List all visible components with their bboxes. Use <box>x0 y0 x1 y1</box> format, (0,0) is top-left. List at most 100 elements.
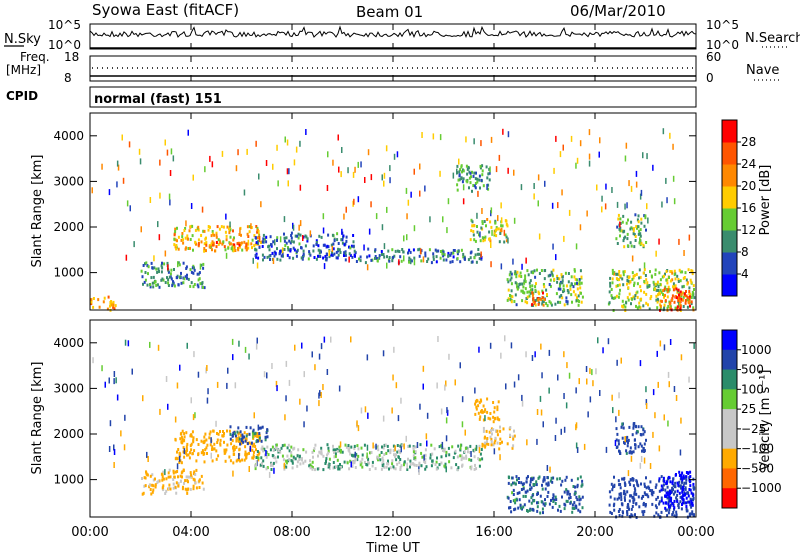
scatter-cell <box>467 446 469 450</box>
scatter-cell <box>231 434 234 438</box>
scatter-cell <box>112 303 115 307</box>
noise-cell <box>586 378 588 385</box>
scatter-cell <box>205 438 208 442</box>
scatter-cell <box>554 495 557 499</box>
noise-cell <box>645 399 648 406</box>
scatter-cell <box>420 451 423 455</box>
scatter-cell <box>635 425 637 429</box>
scatter-cell <box>183 229 186 232</box>
scatter-cell <box>538 272 541 275</box>
scatter-cell <box>435 260 438 264</box>
scatter-cell <box>687 471 690 475</box>
scatter-cell <box>495 226 498 230</box>
scatter-cell <box>638 301 641 305</box>
scatter-cell <box>627 441 629 445</box>
scatter-cell <box>574 492 577 496</box>
noise-cell <box>350 336 352 343</box>
scatter-cell <box>269 258 271 261</box>
scatter-cell <box>110 300 113 303</box>
scatter-cell <box>676 305 679 309</box>
scatter-cell <box>328 255 331 259</box>
scatter-cell <box>669 503 672 507</box>
scatter-cell <box>308 464 311 468</box>
scatter-cell <box>272 455 275 459</box>
scatter-cell <box>565 499 568 503</box>
noise-cell <box>568 209 571 216</box>
scatter-cell <box>490 429 493 433</box>
scatter-cell <box>634 213 637 217</box>
scatter-cell <box>660 499 663 503</box>
scatter-cell <box>498 240 501 244</box>
noise-cell <box>123 444 126 451</box>
scatter-cell <box>656 282 659 286</box>
scatter-cell <box>102 300 105 304</box>
scatter-cell <box>456 468 459 471</box>
scatter-cell <box>285 241 288 245</box>
scatter-cell <box>435 249 438 253</box>
noise-cell <box>618 392 620 399</box>
scatter-cell <box>690 300 693 304</box>
scatter-cell <box>182 241 185 245</box>
scatter-cell <box>438 463 441 467</box>
scatter-cell <box>682 485 684 489</box>
scatter-cell <box>645 278 648 282</box>
scatter-cell <box>566 300 569 304</box>
scatter-cell <box>245 455 248 459</box>
scatter-cell <box>665 270 668 273</box>
scatter-cell <box>261 461 263 465</box>
noise-cell <box>281 247 284 254</box>
scatter-cell <box>175 456 178 460</box>
scatter-cell <box>395 458 398 462</box>
scatter-cell <box>369 451 371 455</box>
scatter-cell <box>562 287 565 291</box>
scatter-cell <box>187 247 190 250</box>
scatter-cell <box>689 479 691 483</box>
scatter-cell <box>412 446 415 450</box>
scatter-cell <box>456 250 459 254</box>
scatter-cell <box>174 470 177 474</box>
scatter-cell <box>177 283 180 287</box>
scatter-cell <box>266 428 269 432</box>
noise-cell <box>301 342 303 349</box>
scatter-cell <box>539 511 542 515</box>
scatter-cell <box>557 287 560 291</box>
noise-cell <box>583 443 586 450</box>
noise-cell <box>255 343 258 350</box>
noise-cell <box>639 360 642 367</box>
scatter-cell <box>181 487 184 491</box>
noise-cell <box>539 395 542 402</box>
scatter-cell <box>622 239 625 243</box>
scatter-cell <box>161 266 164 270</box>
scatter-cell <box>158 285 161 289</box>
scatter-cell <box>670 298 673 302</box>
scatter-cell <box>224 450 227 454</box>
scatter-cell <box>440 461 443 465</box>
scatter-cell <box>529 488 532 491</box>
scatter-cell <box>271 463 274 467</box>
noise-cell <box>554 435 557 441</box>
noise-cell <box>575 162 577 169</box>
scatter-cell <box>233 432 236 436</box>
scatter-cell <box>228 231 231 235</box>
scatter-cell <box>663 479 666 483</box>
scatter-cell <box>474 402 477 406</box>
scatter-cell <box>688 295 691 299</box>
scatter-cell <box>692 487 695 491</box>
scatter-cell <box>480 448 483 451</box>
scatter-cell <box>144 262 146 266</box>
scatter-cell <box>657 513 660 517</box>
scatter-cell <box>608 503 611 507</box>
scatter-cell <box>296 464 299 468</box>
scatter-cell <box>627 286 630 290</box>
scatter-cell <box>192 438 195 442</box>
scatter-cell <box>337 464 340 468</box>
noise-cell <box>299 220 302 227</box>
scatter-cell <box>661 486 664 490</box>
noise-cell <box>178 455 181 462</box>
scatter-cell <box>198 479 201 483</box>
scatter-cell <box>650 274 653 278</box>
scatter-cell <box>677 288 680 292</box>
noise-cell <box>452 172 455 179</box>
noise-cell <box>655 250 657 257</box>
scatter-cell <box>657 285 660 289</box>
